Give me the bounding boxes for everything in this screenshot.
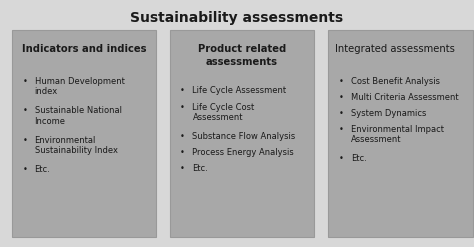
Text: Sustainable National
Income: Sustainable National Income: [35, 106, 122, 126]
Text: Process Energy Analysis: Process Energy Analysis: [192, 148, 294, 157]
Text: Cost Benefit Analysis: Cost Benefit Analysis: [351, 77, 440, 85]
Text: Substance Flow Analysis: Substance Flow Analysis: [192, 132, 296, 141]
Text: •: •: [338, 77, 343, 85]
Text: Etc.: Etc.: [35, 165, 50, 174]
Text: •: •: [180, 86, 185, 95]
Text: •: •: [22, 77, 27, 85]
FancyBboxPatch shape: [170, 30, 314, 237]
Text: Life Cycle Assessment: Life Cycle Assessment: [192, 86, 287, 95]
Text: •: •: [338, 154, 343, 163]
Text: •: •: [22, 136, 27, 145]
Text: Etc.: Etc.: [192, 164, 208, 173]
Text: Etc.: Etc.: [351, 154, 366, 163]
Text: •: •: [180, 164, 185, 173]
Text: Life Cycle Cost
Assessment: Life Cycle Cost Assessment: [192, 103, 255, 122]
Text: •: •: [22, 106, 27, 115]
Text: Sustainability assessments: Sustainability assessments: [130, 11, 344, 25]
Text: System Dynamics: System Dynamics: [351, 109, 426, 118]
Text: •: •: [338, 93, 343, 102]
Text: •: •: [180, 148, 185, 157]
FancyBboxPatch shape: [328, 30, 473, 237]
Text: Indicators and indices: Indicators and indices: [22, 44, 146, 54]
Text: Integrated assessments: Integrated assessments: [335, 44, 455, 54]
Text: •: •: [180, 103, 185, 111]
Text: •: •: [338, 109, 343, 118]
Text: Multi Criteria Assessment: Multi Criteria Assessment: [351, 93, 458, 102]
Text: •: •: [22, 165, 27, 174]
Text: Environmental
Sustainability Index: Environmental Sustainability Index: [35, 136, 118, 155]
Text: •: •: [180, 132, 185, 141]
Text: Human Development
index: Human Development index: [35, 77, 125, 96]
Text: Environmental Impact
Assessment: Environmental Impact Assessment: [351, 125, 444, 144]
Text: Product related
assessments: Product related assessments: [198, 44, 286, 67]
Text: •: •: [338, 125, 343, 134]
FancyBboxPatch shape: [12, 30, 156, 237]
